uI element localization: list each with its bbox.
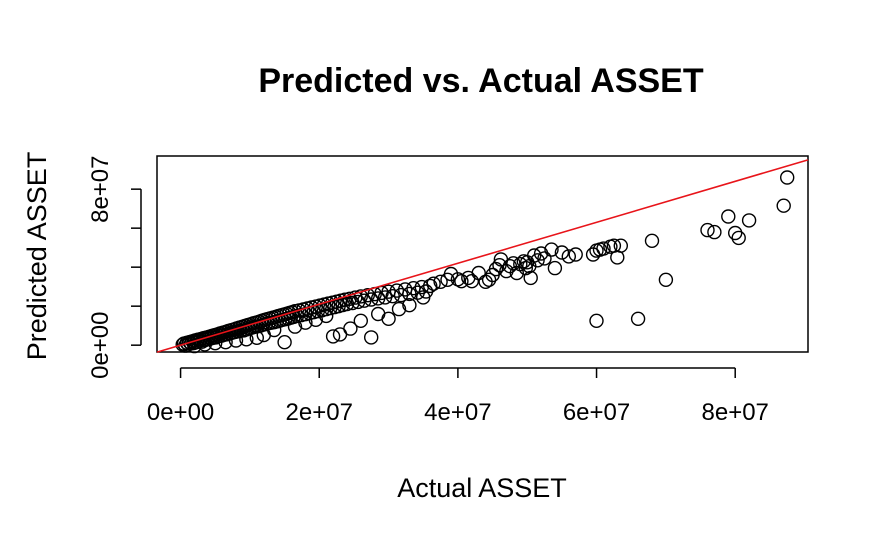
data-point (530, 253, 545, 268)
data-point (568, 247, 583, 262)
data-point (728, 225, 743, 241)
data-point (381, 311, 396, 326)
data-point (527, 248, 542, 263)
data-point (523, 270, 538, 286)
data-point (364, 330, 379, 345)
data-point (353, 289, 368, 304)
data-point (721, 209, 736, 224)
data-point (506, 256, 521, 271)
data-point (423, 278, 438, 294)
data-point (360, 288, 375, 303)
data-point (402, 298, 417, 313)
data-point (391, 301, 407, 317)
y-tick-label: 0e+00 (87, 311, 114, 378)
data-point (471, 265, 486, 281)
x-axis-label: Actual ASSET (397, 473, 567, 503)
data-point (610, 250, 625, 265)
data-point (239, 332, 254, 347)
data-point (277, 335, 292, 350)
data-point (450, 272, 466, 287)
data-point (700, 222, 715, 238)
chart-title: Predicted vs. Actual ASSET (258, 62, 704, 100)
data-point (547, 260, 563, 276)
data-point (596, 241, 611, 256)
data-point (544, 242, 559, 257)
data-point (776, 198, 791, 213)
x-tick-label: 6e+07 (563, 399, 630, 426)
y-axis: 0e+00 8e+07 (87, 155, 142, 379)
data-point (509, 265, 524, 281)
x-tick-label: 2e+07 (286, 399, 353, 426)
data-point (342, 291, 357, 306)
data-points (175, 170, 795, 354)
data-point (481, 272, 497, 287)
data-point (780, 170, 795, 185)
y-tick-label: 8e+07 (87, 155, 114, 222)
data-point (228, 333, 244, 348)
data-point (741, 213, 757, 228)
data-point (218, 335, 233, 350)
data-point (353, 313, 368, 328)
data-point (561, 249, 576, 264)
data-point (454, 274, 469, 289)
x-axis: 0e+00 2e+07 4e+07 6e+07 8e+07 (147, 367, 769, 426)
data-point (731, 230, 746, 246)
data-point (287, 319, 303, 334)
data-point (343, 321, 358, 336)
data-point (707, 224, 722, 240)
data-point (319, 308, 334, 324)
data-point (658, 272, 674, 287)
data-point (308, 312, 323, 327)
data-point (613, 238, 628, 253)
y-axis-label: Predicted ASSET (22, 152, 52, 361)
data-point (644, 233, 660, 249)
data-point (589, 313, 604, 328)
data-point (533, 246, 549, 261)
data-point (537, 251, 552, 266)
plot-frame (156, 155, 809, 353)
data-point (426, 276, 441, 291)
x-tick-label: 4e+07 (424, 399, 491, 426)
data-point (433, 274, 448, 289)
data-point (207, 336, 223, 351)
data-point (298, 315, 313, 330)
data-point (249, 330, 264, 345)
data-point (630, 311, 646, 326)
data-point (554, 245, 570, 260)
data-point (267, 322, 282, 338)
fit-line (156, 159, 809, 353)
x-tick-label: 8e+07 (702, 399, 769, 426)
x-tick-label: 0e+00 (147, 399, 214, 426)
data-point (325, 329, 341, 344)
data-point (416, 290, 431, 305)
data-point (187, 338, 202, 354)
